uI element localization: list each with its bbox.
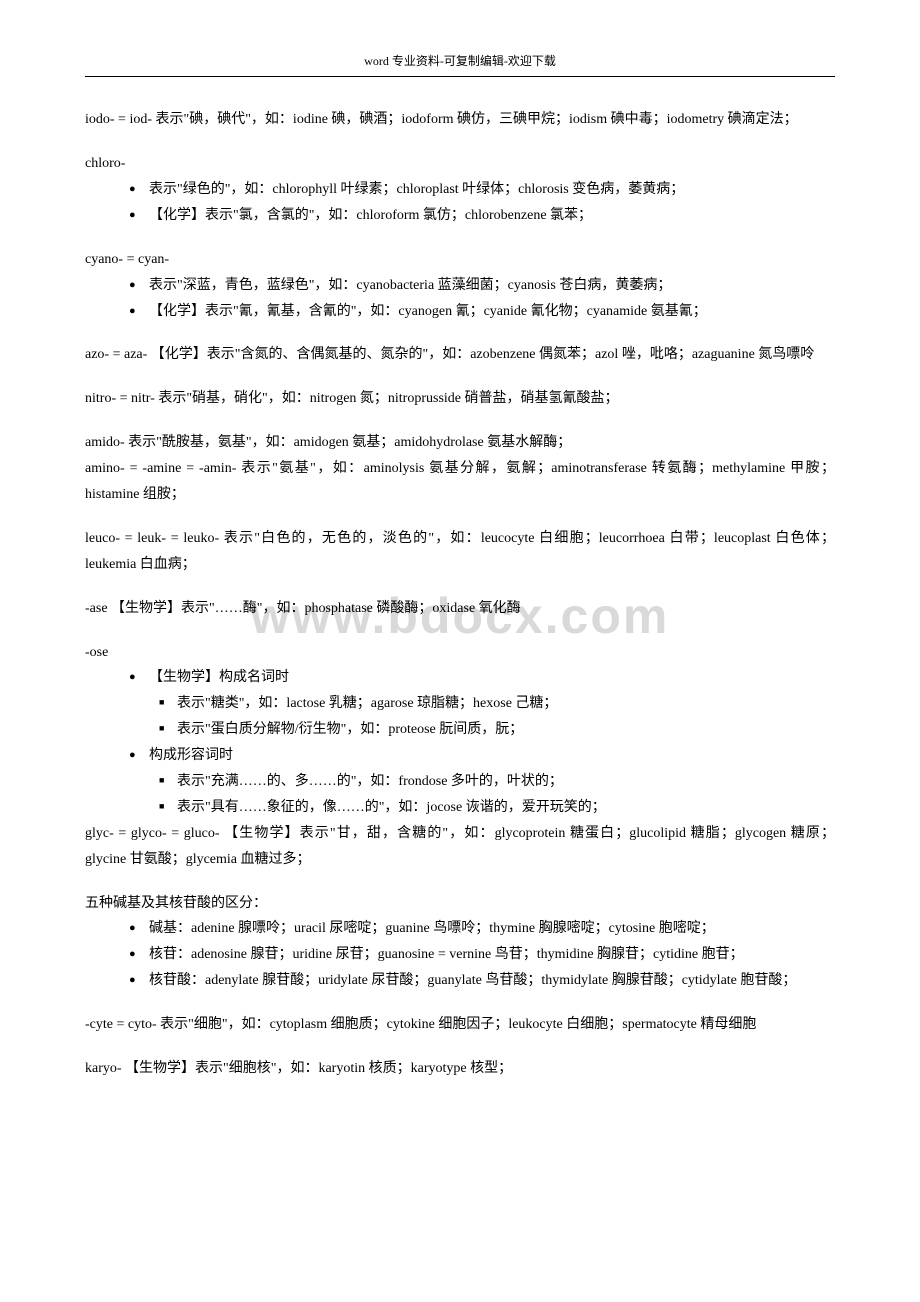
- entry-bases-head: 五种碱基及其核苷酸的区分：: [85, 891, 835, 917]
- entry-amido: amido- 表示"酰胺基，氨基"，如：amidogen 氨基；amidohyd…: [85, 430, 835, 456]
- entry-ase: -ase 【生物学】表示"……酶"，如：phosphatase 磷酸酶；oxid…: [85, 596, 835, 622]
- entry-bases-list: 碱基：adenine 腺嘌呤；uracil 尿嘧啶；guanine 鸟嘌呤；th…: [85, 916, 835, 994]
- entry-cyano-list: 表示"深蓝，青色，蓝绿色"，如：cyanobacteria 蓝藻细菌；cyano…: [85, 273, 835, 325]
- entry-ose-sublist1: 表示"糖类"，如：lactose 乳糖；agarose 琼脂糖；hexose 己…: [85, 691, 835, 743]
- list-item: 核苷：adenosine 腺苷；uridine 尿苷；guanosine = v…: [85, 942, 835, 968]
- entry-chloro-list: 表示"绿色的"，如：chlorophyll 叶绿素；chloroplast 叶绿…: [85, 177, 835, 229]
- entry-glyc: glyc- = glyco- = gluco- 【生物学】表示"甘，甜，含糖的"…: [85, 821, 835, 873]
- list-item: 【化学】表示"氯，含氯的"，如：chloroform 氯仿；chlorobenz…: [85, 203, 835, 229]
- entry-amino: amino- = -amine = -amin- 表示"氨基"，如：aminol…: [85, 456, 835, 508]
- list-item: 碱基：adenine 腺嘌呤；uracil 尿嘧啶；guanine 鸟嘌呤；th…: [85, 916, 835, 942]
- list-item: 核苷酸：adenylate 腺苷酸；uridylate 尿苷酸；guanylat…: [85, 968, 835, 994]
- entry-ose-head: -ose: [85, 640, 835, 666]
- entry-cyte: -cyte = cyto- 表示"细胞"，如：cytoplasm 细胞质；cyt…: [85, 1012, 835, 1038]
- header-rule: [85, 76, 835, 77]
- list-item: 表示"蛋白质分解物/衍生物"，如：proteose 朊间质，朊；: [85, 717, 835, 743]
- list-item: 表示"充满……的、多……的"，如：frondose 多叶的，叶状的；: [85, 769, 835, 795]
- entry-azo: azo- = aza- 【化学】表示"含氮的、含偶氮基的、氮杂的"，如：azob…: [85, 342, 835, 368]
- entry-karyo: karyo- 【生物学】表示"细胞核"，如：karyotin 核质；karyot…: [85, 1056, 835, 1082]
- entry-ose-list2: 构成形容词时: [85, 743, 835, 769]
- list-item: 构成形容词时: [85, 743, 835, 769]
- list-item: 表示"具有……象征的，像……的"，如：jocose 诙谐的，爱开玩笑的；: [85, 795, 835, 821]
- list-item: 【生物学】构成名词时: [85, 665, 835, 691]
- entry-ose-list: 【生物学】构成名词时: [85, 665, 835, 691]
- entry-nitro: nitro- = nitr- 表示"硝基，硝化"，如：nitrogen 氮；ni…: [85, 386, 835, 412]
- list-item: 表示"糖类"，如：lactose 乳糖；agarose 琼脂糖；hexose 己…: [85, 691, 835, 717]
- entry-chloro-head: chloro-: [85, 151, 835, 177]
- list-item: 表示"深蓝，青色，蓝绿色"，如：cyanobacteria 蓝藻细菌；cyano…: [85, 273, 835, 299]
- entry-iodo: iodo- = iod- 表示"碘，碘代"，如：iodine 碘，碘酒；iodo…: [85, 107, 835, 133]
- entry-leuco: leuco- = leuk- = leuko- 表示"白色的，无色的，淡色的"，…: [85, 526, 835, 578]
- list-item: 【化学】表示"氰，氰基，含氰的"，如：cyanogen 氰；cyanide 氰化…: [85, 299, 835, 325]
- document-body: iodo- = iod- 表示"碘，碘代"，如：iodine 碘，碘酒；iodo…: [85, 107, 835, 1082]
- entry-ose-sublist2: 表示"充满……的、多……的"，如：frondose 多叶的，叶状的； 表示"具有…: [85, 769, 835, 821]
- entry-cyano-head: cyano- = cyan-: [85, 247, 835, 273]
- list-item: 表示"绿色的"，如：chlorophyll 叶绿素；chloroplast 叶绿…: [85, 177, 835, 203]
- page-header: word 专业资料-可复制编辑-欢迎下载: [85, 50, 835, 72]
